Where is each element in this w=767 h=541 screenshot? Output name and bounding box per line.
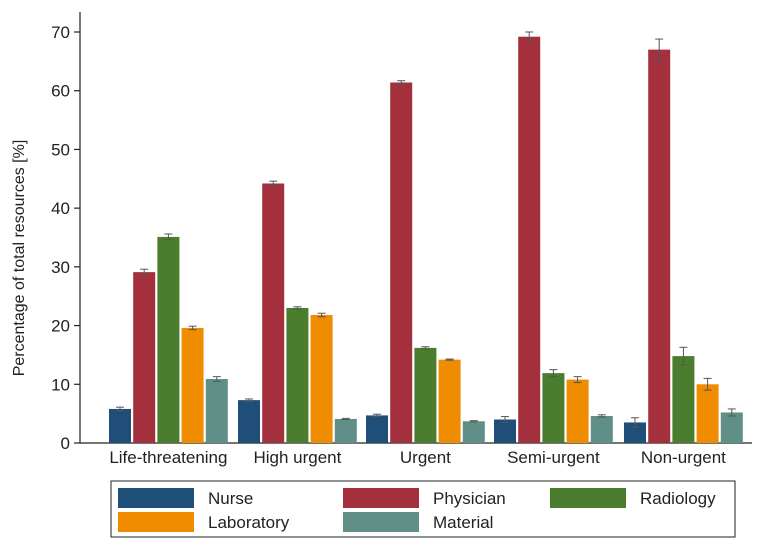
- legend-label-laboratory: Laboratory: [208, 513, 290, 532]
- bar-physician-2: [262, 183, 285, 444]
- bar-material-1: [205, 379, 228, 443]
- bar-physician-4: [518, 36, 541, 443]
- x-category-label: Urgent: [400, 448, 451, 467]
- bar-laboratory-3: [438, 359, 461, 443]
- legend-label-material: Material: [433, 513, 493, 532]
- y-axis-title: Percentage of total resources [%]: [11, 140, 28, 377]
- legend-label-physician: Physician: [433, 489, 506, 508]
- bar-radiology-4: [542, 373, 565, 443]
- bar-laboratory-2: [310, 315, 333, 443]
- x-category-label: Semi-urgent: [507, 448, 600, 467]
- y-tick-label: 40: [51, 199, 70, 218]
- bar-physician-5: [648, 49, 671, 443]
- y-tick-label: 50: [51, 140, 70, 159]
- y-tick-label: 60: [51, 82, 70, 101]
- legend: Nurse Physician Radiology Laboratory Materia…: [110, 480, 736, 538]
- bar-nurse-3: [366, 415, 388, 443]
- bar-radiology-2: [286, 307, 309, 443]
- legend-label-radiology: Radiology: [640, 489, 716, 508]
- bar-material-5: [720, 412, 743, 443]
- legend-swatch-radiology: [550, 488, 626, 508]
- legend-box: [110, 480, 736, 538]
- legend-swatch-laboratory: [118, 512, 194, 532]
- legend-swatch-physician: [343, 488, 419, 508]
- bar-material-4: [590, 415, 613, 443]
- bar-nurse-5: [624, 422, 646, 443]
- x-category-label: Non-urgent: [641, 448, 726, 467]
- x-category-label: High urgent: [253, 448, 341, 467]
- y-tick-label: 20: [51, 317, 70, 336]
- bar-nurse-2: [238, 400, 260, 443]
- bar-laboratory-1: [181, 327, 204, 443]
- bar-radiology-1: [157, 236, 180, 443]
- legend-swatch-material: [343, 512, 419, 532]
- legend-label-nurse: Nurse: [208, 489, 253, 508]
- bar-nurse-1: [109, 408, 131, 443]
- bar-radiology-5: [672, 356, 695, 443]
- bar-physician-3: [390, 82, 413, 443]
- bar-nurse-4: [494, 419, 516, 443]
- y-tick-label: 30: [51, 258, 70, 277]
- plot-area: 0 10 20 30 40 50 60 70 Life-threatening High urge…: [51, 12, 752, 467]
- y-tick-label: 70: [51, 23, 70, 42]
- bar-physician-1: [133, 272, 156, 443]
- x-category-label: Life-threatening: [109, 448, 227, 467]
- y-tick-label: 0: [61, 434, 70, 453]
- bar-material-2: [334, 418, 357, 443]
- y-tick-label: 10: [51, 375, 70, 394]
- bar-material-3: [462, 421, 485, 443]
- bar-radiology-3: [414, 347, 437, 443]
- bar-laboratory-5: [696, 384, 719, 443]
- legend-swatch-nurse: [118, 488, 194, 508]
- bar-laboratory-4: [566, 379, 589, 443]
